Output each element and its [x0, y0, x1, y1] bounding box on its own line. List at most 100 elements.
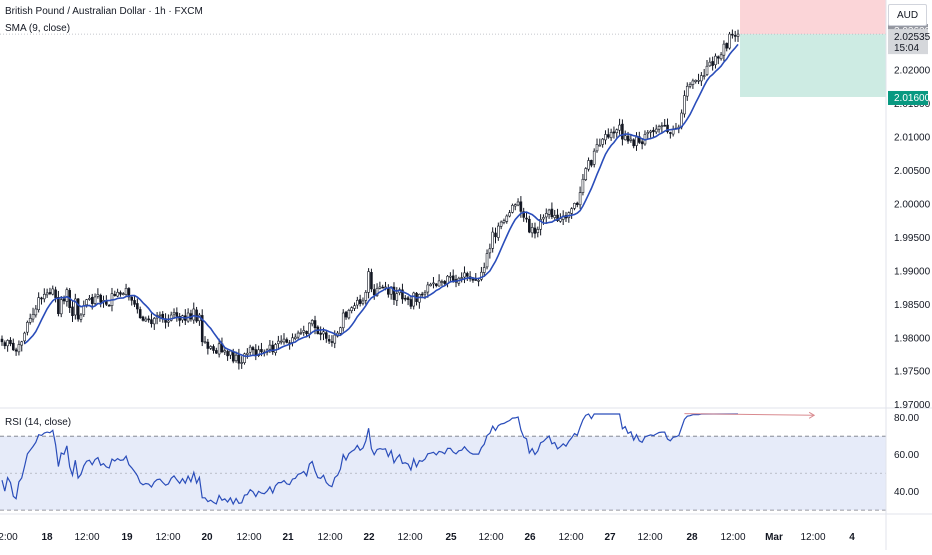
candle-body — [716, 56, 720, 59]
candle-body — [324, 332, 328, 339]
candle-body — [350, 307, 353, 311]
candle-body — [697, 79, 700, 82]
candle-body — [705, 65, 709, 75]
candle-body — [271, 344, 275, 353]
time-tick-label: 12:00 — [155, 532, 180, 543]
time-tick-label: 2:00 — [0, 532, 18, 543]
candle-body — [722, 43, 726, 56]
candle-body — [736, 33, 740, 37]
candle-body — [423, 291, 427, 295]
candle-body — [54, 289, 57, 298]
candle-body — [48, 292, 52, 294]
candle-body — [604, 134, 607, 141]
candle-body — [666, 124, 669, 133]
candle-body — [375, 287, 379, 296]
candle-body — [652, 129, 655, 133]
candle-body — [623, 135, 627, 141]
position-zones — [0, 0, 886, 97]
candle-body — [592, 150, 596, 165]
time-tick-label: 12:00 — [800, 532, 825, 543]
candle-body — [28, 318, 32, 323]
candle-body — [96, 293, 100, 297]
candle-body — [59, 299, 63, 315]
currency-selector[interactable]: AUD — [888, 4, 927, 26]
candle-body — [333, 334, 337, 344]
candle-body — [669, 132, 672, 134]
candle-body — [37, 297, 40, 311]
candle-body — [246, 352, 249, 355]
candle-body — [660, 125, 664, 128]
rsi-legend[interactable]: RSI (14, close) — [5, 417, 72, 428]
candle-body — [305, 330, 308, 335]
candle-body — [116, 291, 119, 297]
candle-body — [119, 292, 122, 295]
candle-body — [136, 303, 139, 310]
candle-body — [45, 292, 49, 296]
time-tick-label: 25 — [445, 532, 457, 543]
candle-body — [714, 55, 717, 66]
time-tick-label: 19 — [121, 532, 133, 543]
candle-body — [381, 286, 385, 289]
candle-body — [601, 138, 604, 145]
candle-body — [274, 344, 277, 353]
candle-body — [694, 79, 698, 82]
candle-body — [426, 284, 430, 293]
candle-body — [3, 342, 7, 347]
candle-body — [248, 346, 252, 353]
sma-legend[interactable]: SMA (9, close) — [5, 23, 71, 34]
candle-body — [728, 33, 731, 49]
candle-body — [206, 341, 210, 349]
candle-body — [615, 129, 619, 134]
candle-body — [293, 336, 297, 339]
candle-body — [525, 217, 528, 220]
candle-body — [590, 160, 593, 166]
last-price-badge — [888, 29, 928, 55]
candle-body — [40, 297, 43, 300]
candle-body — [731, 33, 734, 36]
candle-body — [71, 306, 74, 316]
price-tick-label: 1.99500 — [894, 233, 931, 244]
candle-body — [243, 353, 246, 363]
candle-body — [141, 316, 145, 321]
candle-body — [528, 218, 531, 233]
candle-body — [285, 339, 289, 343]
candle-body — [192, 308, 196, 321]
time-tick-label: 12:00 — [637, 532, 662, 543]
candle-body — [150, 319, 153, 325]
chart-title[interactable]: British Pound / Australian Dollar · 1h ·… — [5, 6, 203, 17]
candle-body — [17, 344, 21, 353]
candle-body — [277, 340, 280, 344]
time-tick-label: 21 — [282, 532, 294, 543]
candle-body — [121, 293, 125, 295]
candle-body — [31, 314, 35, 320]
candle-body — [449, 275, 452, 278]
candle-body — [254, 349, 258, 356]
candle-body — [482, 267, 486, 273]
sma-line — [24, 43, 739, 358]
stop-loss-zone — [740, 0, 886, 35]
candle-body — [9, 339, 12, 345]
candle-body — [23, 332, 26, 342]
candle-body — [172, 312, 176, 315]
candle-body — [107, 304, 111, 307]
time-tick-label: 12:00 — [74, 532, 99, 543]
candle-body — [231, 351, 235, 362]
candle-body — [657, 126, 661, 130]
candle-body — [663, 124, 667, 127]
candle-body — [42, 293, 46, 300]
candle-body — [358, 299, 362, 304]
candle-body — [550, 208, 554, 218]
candle-body — [409, 299, 413, 307]
candle-body — [429, 283, 432, 287]
candle-body — [99, 294, 102, 303]
candle-body — [313, 320, 317, 329]
candle-body — [62, 298, 66, 302]
candle-body — [356, 300, 359, 306]
last-price-label: 2.02535 — [894, 32, 931, 43]
candle-body — [158, 314, 162, 317]
time-tick-label: 26 — [524, 532, 536, 543]
candle-body — [237, 354, 241, 364]
